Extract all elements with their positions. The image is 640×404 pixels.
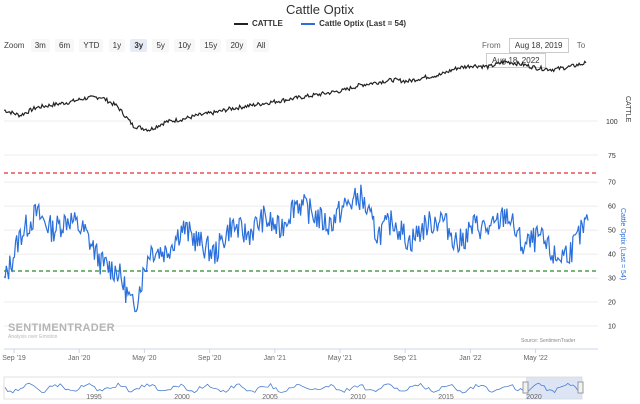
x-tick-label: May '20 bbox=[132, 355, 156, 362]
navigator-tick-label: 1995 bbox=[86, 394, 102, 401]
navigator-series-line bbox=[4, 382, 582, 394]
y-axis-label-optix: Cattle Optix (Last = 54) bbox=[619, 208, 626, 280]
zoom-button-10y[interactable]: 10y bbox=[174, 39, 196, 52]
legend-label-cattle: CATTLE bbox=[251, 19, 283, 28]
to-label: To bbox=[576, 41, 586, 50]
zoom-button-5y[interactable]: 5y bbox=[152, 39, 169, 52]
x-tick-label: May '21 bbox=[328, 355, 352, 362]
x-tick-label: Jan '21 bbox=[264, 355, 286, 362]
zoom-button-3y[interactable]: 3y bbox=[130, 39, 148, 52]
x-tick-label: Jan '22 bbox=[459, 355, 481, 362]
y-tick-top-75: 75 bbox=[608, 153, 616, 160]
top-panel-gridlines bbox=[4, 120, 598, 156]
zoom-button-ytd[interactable]: YTD bbox=[79, 39, 104, 52]
zoom-label: Zoom bbox=[4, 41, 25, 50]
navigator-tick-label: 2000 bbox=[174, 394, 190, 401]
date-range: From Aug 18, 2019 To Aug 18, 2022 bbox=[482, 38, 640, 68]
zoom-bar: Zoom 3m 6m YTD 1y 3y 5y 10y 15y 20y All bbox=[4, 39, 272, 52]
zoom-button-1y[interactable]: 1y bbox=[108, 39, 126, 52]
legend-item-cattle[interactable]: CATTLE bbox=[233, 19, 283, 28]
navigator-tick-label: 2010 bbox=[350, 394, 366, 401]
zoom-button-6m[interactable]: 6m bbox=[55, 39, 75, 52]
y-tick-bottom-50: 50 bbox=[608, 228, 616, 235]
source-credit: Source: SentimenTrader bbox=[521, 338, 576, 344]
x-tick-label: Sep '19 bbox=[2, 355, 26, 362]
zoom-button-15y[interactable]: 15y bbox=[200, 39, 222, 52]
navigator-handle-left[interactable] bbox=[522, 381, 529, 394]
zoom-button-3m[interactable]: 3m bbox=[30, 39, 50, 52]
y-tick-bottom-70: 70 bbox=[608, 180, 616, 187]
navigator-tick-label: 2015 bbox=[438, 394, 454, 401]
x-tick-label: May '22 bbox=[523, 355, 547, 362]
navigator-selection[interactable] bbox=[526, 377, 582, 399]
x-tick-label: Sep '21 bbox=[393, 355, 417, 362]
sentimentrader-logo: SENTIMENTRADER Analysis over Emotion bbox=[8, 322, 115, 340]
y-tick-top-100: 100 bbox=[606, 119, 618, 126]
navigator-tick-label: 2020 bbox=[526, 394, 542, 401]
y-tick-bottom-10: 10 bbox=[608, 324, 616, 331]
x-tick-label: Sep '20 bbox=[198, 355, 222, 362]
bottom-panel-gridlines bbox=[4, 181, 598, 327]
y-tick-bottom-20: 20 bbox=[608, 300, 616, 307]
from-label: From bbox=[482, 41, 501, 50]
zoom-button-20y[interactable]: 20y bbox=[226, 39, 248, 52]
x-tick-label: Jan '20 bbox=[68, 355, 90, 362]
to-date-input[interactable]: Aug 18, 2022 bbox=[486, 53, 546, 68]
y-tick-bottom-30: 30 bbox=[608, 276, 616, 283]
y-tick-bottom-40: 40 bbox=[608, 252, 616, 259]
legend: CATTLE Cattle Optix (Last = 54) bbox=[0, 19, 640, 28]
legend-label-optix: Cattle Optix (Last = 54) bbox=[319, 19, 407, 28]
navigator-tick-label: 2005 bbox=[262, 394, 278, 401]
cattle-series-line bbox=[4, 59, 587, 133]
y-axis-label-cattle: CATTLE bbox=[624, 96, 631, 123]
logo-tagline: Analysis over Emotion bbox=[8, 334, 58, 340]
legend-item-optix[interactable]: Cattle Optix (Last = 54) bbox=[301, 19, 406, 28]
zoom-button-all[interactable]: All bbox=[252, 39, 270, 52]
navigator-handle-right[interactable] bbox=[577, 381, 584, 394]
logo-name: SENTIMENTRADER bbox=[8, 322, 115, 334]
optix-series-line bbox=[3, 184, 589, 313]
chart-title: Cattle Optix bbox=[286, 2, 354, 17]
y-tick-bottom-60: 60 bbox=[608, 204, 616, 211]
